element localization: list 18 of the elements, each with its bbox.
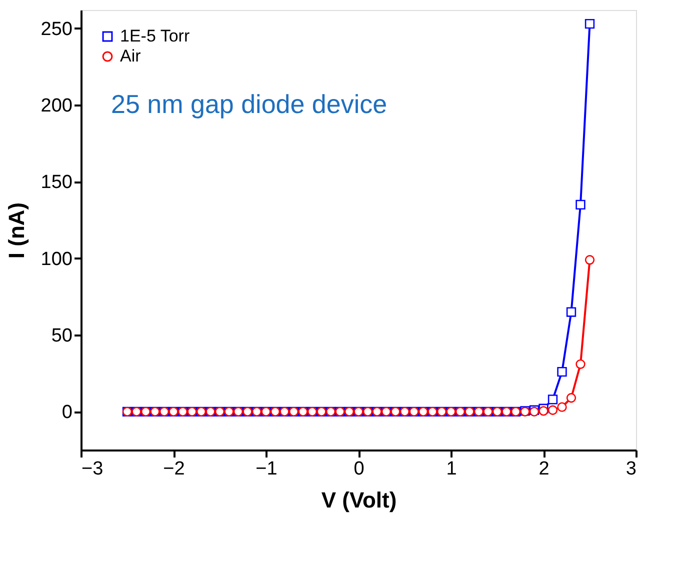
- y-tick-label: 250: [40, 18, 72, 40]
- x-tick-label: −2: [163, 458, 185, 480]
- legend-label: Air: [120, 46, 142, 66]
- y-tick-label: 50: [51, 326, 72, 347]
- x-axis-title: V (Volt): [321, 488, 397, 512]
- y-tick-label: 0: [62, 402, 72, 424]
- x-tick-label: 2: [538, 458, 550, 480]
- x-tick-label: 1: [446, 458, 457, 480]
- legend-label: 1E-5 Torr: [120, 26, 190, 46]
- x-tick-label: −1: [256, 458, 278, 480]
- x-tick-label: 3: [626, 458, 636, 480]
- y-tick-label: 100: [40, 248, 72, 270]
- x-tick-label: −3: [82, 458, 104, 480]
- y-axis-title: I (nA): [4, 202, 29, 259]
- annotation: 25 nm gap diode device: [111, 89, 388, 119]
- y-tick-label: 150: [40, 172, 72, 194]
- x-tick-label: 0: [354, 458, 364, 480]
- y-tick-label: 200: [40, 96, 72, 117]
